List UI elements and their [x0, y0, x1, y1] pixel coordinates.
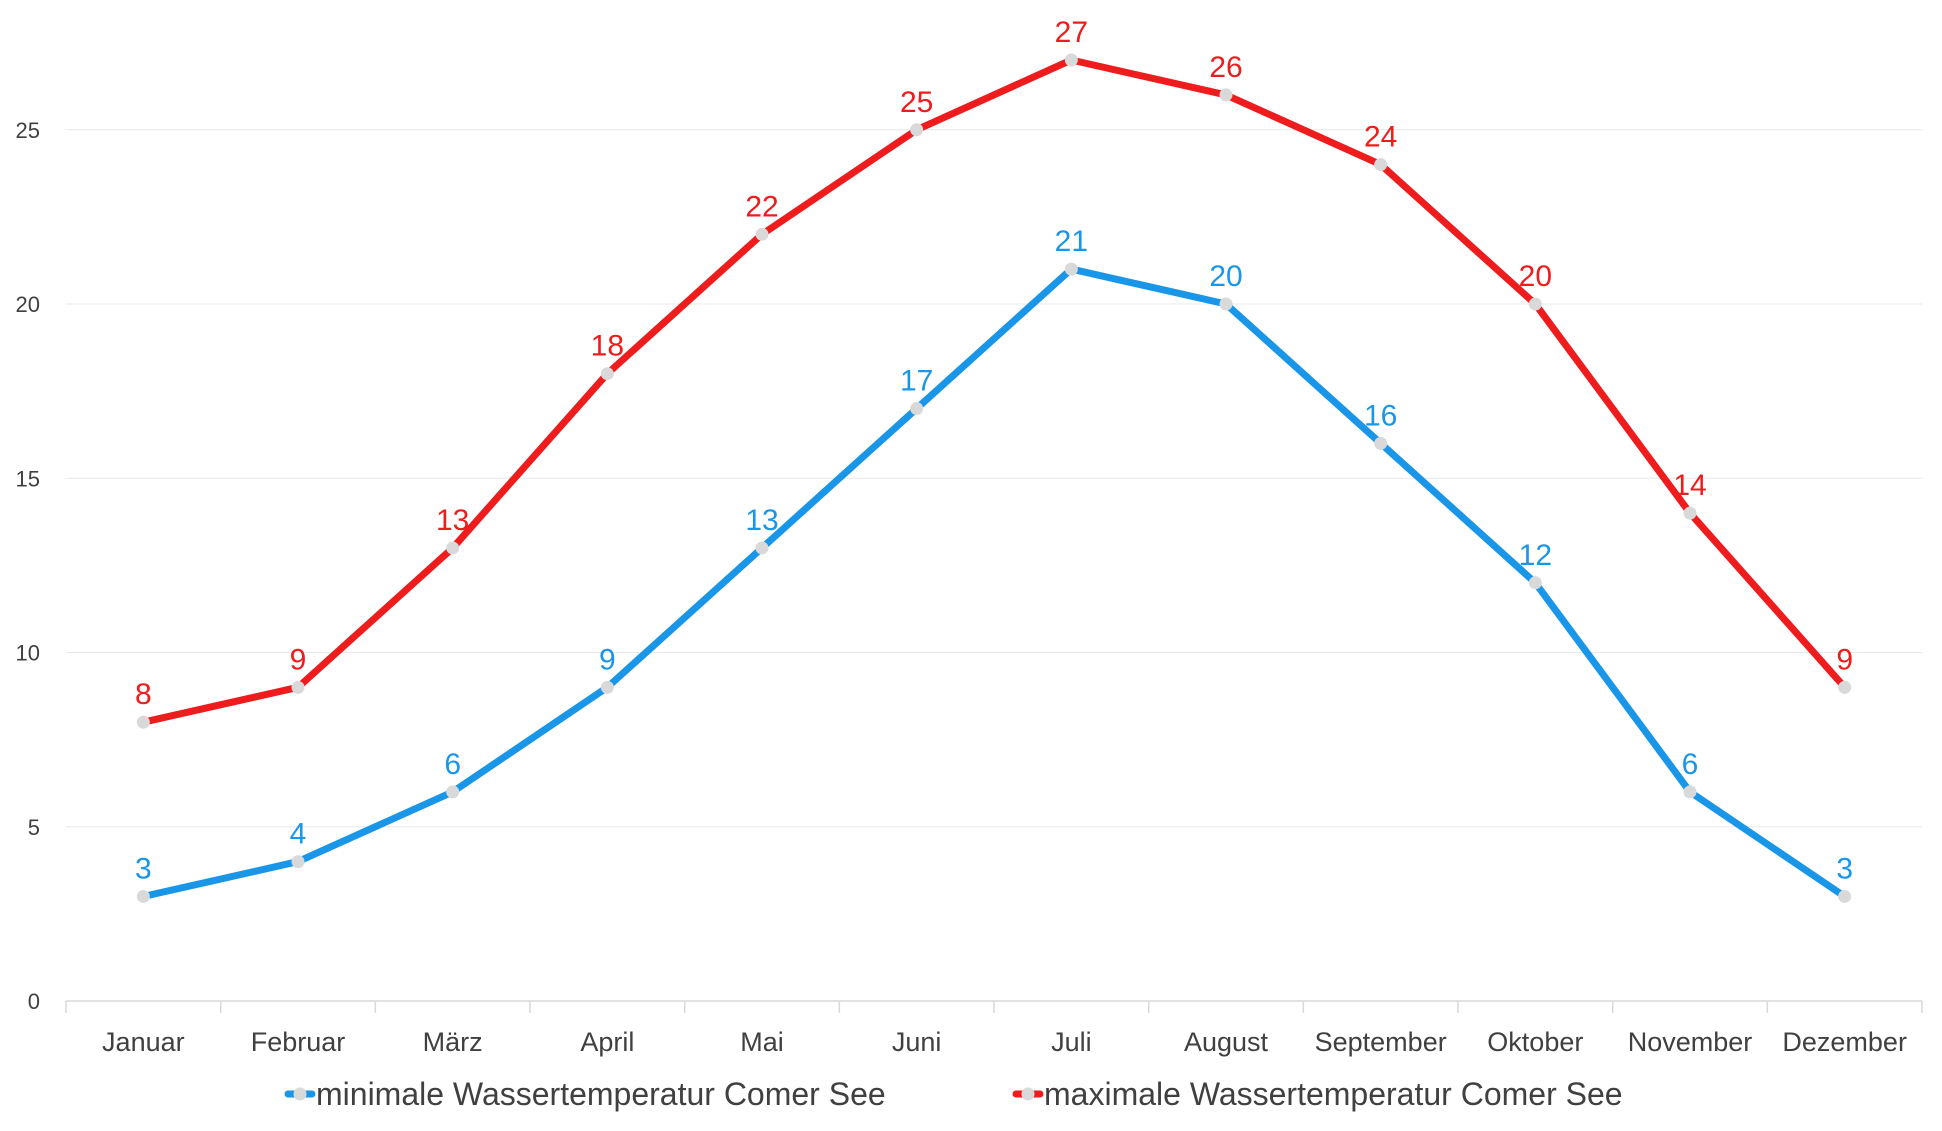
y-axis-ticks: 0 5 10 15 20 25	[16, 118, 40, 1014]
marker-0-4	[755, 541, 769, 555]
x-tick-label-10: November	[1628, 1027, 1753, 1057]
marker-1-1	[291, 680, 305, 694]
data-label-0-0: 3	[135, 852, 152, 885]
series-lines	[139, 56, 1849, 900]
marker-1-0	[136, 715, 150, 729]
data-label-1-10: 14	[1673, 469, 1706, 502]
legend-label-1: maximale Wassertemperatur Comer See	[1044, 1076, 1623, 1112]
data-label-1-3: 18	[591, 330, 624, 363]
data-label-0-3: 9	[599, 643, 616, 676]
data-label-0-1: 4	[290, 818, 307, 851]
data-label-0-5: 17	[900, 365, 933, 398]
series-line-0	[139, 265, 1849, 900]
y-tick-label-15: 15	[16, 466, 40, 491]
data-label-1-4: 22	[745, 190, 778, 223]
data-label-1-6: 27	[1055, 16, 1088, 49]
data-label-0-10: 6	[1682, 748, 1699, 781]
marker-1-11	[1838, 680, 1852, 694]
data-label-1-7: 26	[1209, 51, 1242, 84]
series-line-1	[139, 56, 1849, 726]
y-tick-label-25: 25	[16, 118, 40, 143]
marker-1-8	[1374, 158, 1388, 172]
marker-0-3	[600, 680, 614, 694]
marker-1-5	[910, 123, 924, 137]
x-tick-label-4: Mai	[740, 1027, 784, 1057]
legend-marker-1	[1021, 1087, 1035, 1101]
marker-0-6	[1064, 262, 1078, 276]
y-tick-label-5: 5	[28, 815, 40, 840]
data-label-0-6: 21	[1055, 225, 1088, 258]
data-label-1-0: 8	[135, 678, 152, 711]
marker-0-8	[1374, 436, 1388, 450]
x-tick-label-5: Juni	[892, 1027, 942, 1057]
data-label-1-8: 24	[1364, 121, 1397, 154]
legend-label-0: minimale Wassertemperatur Comer See	[316, 1076, 886, 1112]
marker-0-1	[291, 855, 305, 869]
legend: minimale Wassertemperatur Comer See maxim…	[284, 1076, 1623, 1112]
data-label-1-5: 25	[900, 86, 933, 119]
marker-0-0	[136, 889, 150, 903]
marker-0-5	[910, 402, 924, 416]
x-axis-ticks: Januar Februar März April Mai Juni Juli August S…	[102, 1027, 1907, 1057]
marker-1-4	[755, 227, 769, 241]
marker-1-9	[1528, 297, 1542, 311]
x-tick-label-9: Oktober	[1487, 1027, 1583, 1057]
x-tick-label-6: Juli	[1051, 1027, 1092, 1057]
marker-1-10	[1683, 506, 1697, 520]
series-markers	[136, 53, 1852, 903]
marker-0-11	[1838, 889, 1852, 903]
legend-marker-0	[293, 1087, 307, 1101]
y-tick-label-0: 0	[28, 989, 40, 1014]
data-label-0-7: 20	[1209, 260, 1242, 293]
data-label-0-2: 6	[444, 748, 461, 781]
data-label-1-2: 13	[436, 504, 469, 537]
x-tick-label-11: Dezember	[1782, 1027, 1907, 1057]
x-axis	[65, 1000, 1923, 1013]
data-label-1-11: 9	[1836, 643, 1853, 676]
marker-0-10	[1683, 785, 1697, 799]
marker-1-6	[1064, 53, 1078, 67]
data-label-1-1: 9	[290, 643, 307, 676]
data-label-0-11: 3	[1836, 852, 1853, 885]
x-tick-label-0: Januar	[102, 1027, 185, 1057]
data-label-1-9: 20	[1519, 260, 1552, 293]
y-tick-label-10: 10	[16, 641, 40, 666]
marker-0-9	[1528, 576, 1542, 590]
marker-1-3	[600, 367, 614, 381]
marker-0-2	[446, 785, 460, 799]
x-tick-label-2: März	[423, 1027, 483, 1057]
data-labels: 3 4 6 9 13 17 21 20 16 12 6 3 8 9 13 18 22 25 27 26 24 20 14 9	[135, 16, 1853, 885]
y-tick-label-20: 20	[16, 292, 40, 317]
data-label-0-9: 12	[1519, 539, 1552, 572]
marker-1-2	[446, 541, 460, 555]
marker-1-7	[1219, 88, 1233, 102]
x-tick-label-1: Februar	[251, 1027, 346, 1057]
gridlines	[66, 129, 1922, 828]
marker-0-7	[1219, 297, 1233, 311]
x-tick-label-8: September	[1315, 1027, 1447, 1057]
data-label-0-8: 16	[1364, 399, 1397, 432]
x-tick-label-3: April	[580, 1027, 634, 1057]
x-tick-label-7: August	[1184, 1027, 1269, 1057]
data-label-0-4: 13	[745, 504, 778, 537]
